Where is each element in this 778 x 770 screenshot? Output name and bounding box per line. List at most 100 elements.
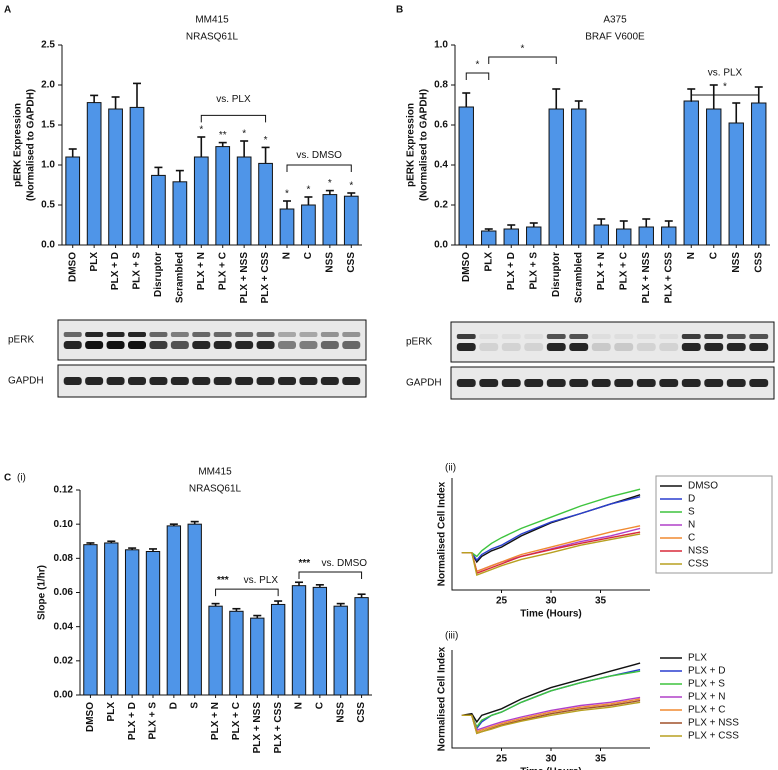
blot-band	[636, 379, 656, 387]
blot-band	[63, 377, 82, 385]
blot-band	[479, 343, 499, 351]
annotation: vs. PLX	[708, 68, 743, 79]
x-axis-title: Time (Hours)	[520, 767, 582, 770]
blot-band	[524, 334, 544, 339]
blot-band	[170, 341, 189, 349]
series-line	[461, 668, 641, 730]
x-tick-label: CSS	[356, 702, 367, 723]
x-tick-label: PLX + S	[528, 252, 539, 290]
blot-band	[256, 377, 275, 385]
bracket	[215, 588, 279, 597]
blot-band	[106, 332, 125, 337]
bar	[751, 102, 767, 246]
blot-band	[614, 379, 634, 387]
legend-label: PLX + NSS	[688, 718, 739, 729]
subpanel-label: (iii)	[445, 631, 458, 642]
blot-band	[320, 377, 339, 385]
blot-band	[704, 334, 724, 339]
bracket	[200, 114, 267, 123]
y-tick-label: 0.5	[41, 200, 55, 211]
bar	[250, 617, 265, 696]
y-tick-label: 2.5	[41, 40, 55, 51]
x-tick-label: PLX + NSS	[239, 252, 250, 304]
blot-band	[235, 341, 254, 349]
x-tick-label: PLX + D	[127, 702, 138, 740]
bar	[322, 194, 338, 246]
legend-label: C	[688, 533, 695, 544]
series-line	[461, 494, 641, 564]
blot-frame	[450, 366, 775, 400]
significance-label: *	[199, 125, 203, 136]
blot-band	[278, 341, 296, 349]
chart-title: MM415	[195, 15, 229, 26]
annotation: vs. PLX	[216, 94, 251, 105]
blot-band	[726, 379, 746, 387]
legend-label: PLX + S	[688, 679, 725, 690]
x-tick-label: C	[303, 252, 314, 259]
blot-band	[501, 343, 521, 351]
y-tick-label: 0.02	[54, 655, 74, 666]
bar	[187, 523, 202, 696]
x-tick-label: PLX + C	[618, 252, 629, 290]
x-tick-label: 35	[595, 596, 607, 607]
bar	[683, 100, 699, 246]
bracket	[488, 56, 557, 64]
bar	[270, 603, 286, 696]
blot-band	[479, 334, 499, 339]
blot-band	[636, 343, 656, 351]
chart-subtitle: NRASQ61L	[186, 32, 239, 43]
blot-band	[546, 379, 566, 387]
blot-band	[726, 334, 746, 339]
series-line	[461, 488, 641, 558]
blot-band	[63, 332, 82, 337]
bar	[166, 525, 182, 696]
blot-band	[128, 332, 146, 337]
blot-label: pERK	[8, 335, 34, 346]
blot-band	[749, 334, 769, 339]
legend-label: NSS	[688, 546, 709, 557]
x-tick-label: Disruptor	[551, 252, 562, 297]
y-tick-label: 0.12	[54, 485, 74, 496]
blot-band	[704, 379, 724, 387]
bar	[279, 208, 295, 246]
blot-band	[569, 379, 589, 387]
blot-band	[704, 343, 724, 351]
blot-band	[342, 341, 361, 349]
bar	[145, 551, 161, 696]
bar	[638, 226, 654, 246]
bar	[108, 108, 123, 246]
bar	[208, 605, 223, 696]
y-tick-label: 0.04	[54, 621, 74, 632]
bar	[151, 174, 166, 246]
x-tick-label: PLX + CSS	[663, 252, 674, 304]
blot-band	[149, 332, 168, 337]
x-tick-label: PLX + S	[148, 702, 159, 740]
x-tick-label: PLX + NSS	[641, 252, 652, 304]
bracket	[286, 164, 352, 172]
legend-label: PLX + C	[688, 705, 726, 716]
x-tick-label: PLX + N	[196, 252, 207, 290]
blot-frame	[57, 319, 367, 361]
y-axis	[61, 45, 362, 246]
blot-band	[569, 343, 589, 351]
x-tick-label: NSS	[731, 252, 742, 273]
blot-band	[749, 343, 769, 351]
significance-label: *	[328, 178, 332, 189]
x-tick-label: CSS	[753, 252, 764, 273]
panel-label: A	[4, 5, 11, 16]
bar	[83, 544, 98, 696]
blot-band	[591, 343, 611, 351]
y-tick-label: 0.08	[54, 553, 74, 564]
blot-band	[456, 379, 476, 387]
blot-band	[235, 377, 254, 385]
blot-frame	[450, 321, 775, 363]
bar	[229, 610, 244, 696]
blot-band	[456, 343, 476, 351]
blot-label: GAPDH	[406, 378, 442, 389]
x-tick-label: PLX + CSS	[273, 702, 284, 754]
x-tick-label: N	[282, 252, 293, 259]
legend-label: PLX + N	[688, 692, 726, 703]
x-axis-title: Time (Hours)	[520, 609, 582, 620]
y-tick-label: 0.00	[54, 690, 74, 701]
chart-subtitle: BRAF V600E	[585, 32, 645, 43]
